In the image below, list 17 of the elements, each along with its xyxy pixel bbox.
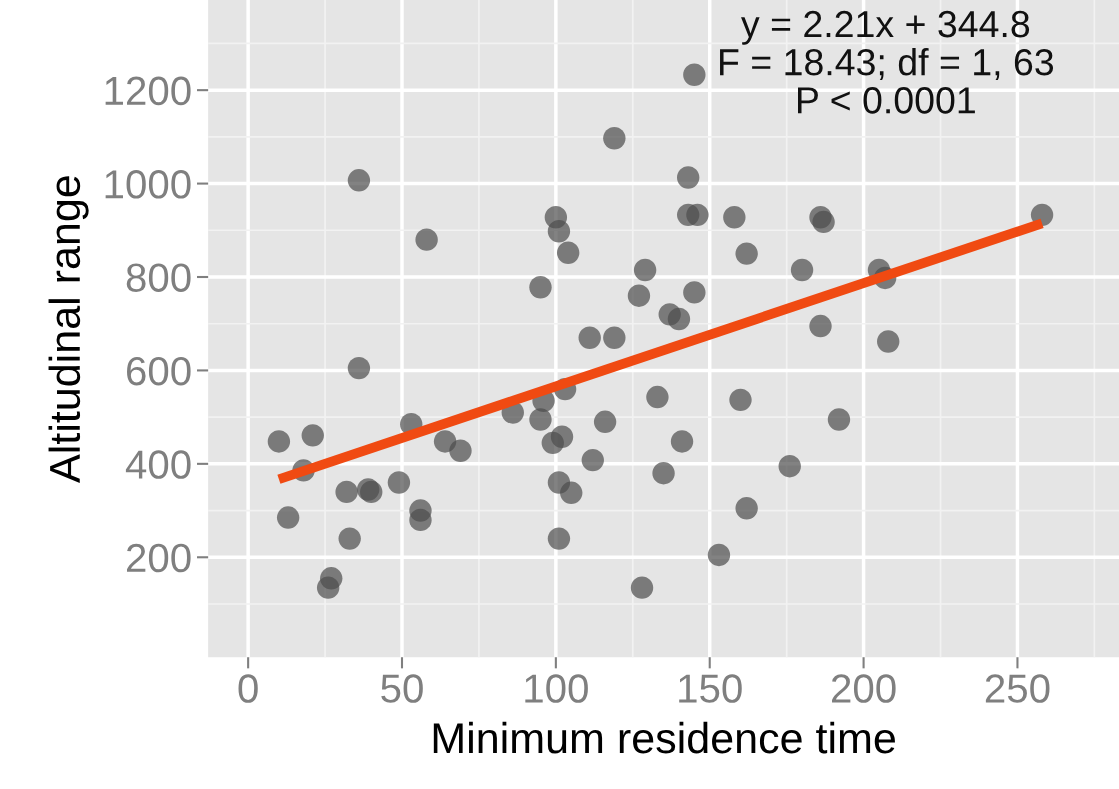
- annotation: y = 2.21x + 344.8: [741, 10, 1030, 45]
- annotation: F = 18.43; df = 1, 63: [720, 47, 1054, 80]
- y-tick-label: 800: [126, 263, 191, 292]
- annotation: P < 0.0001: [798, 87, 975, 114]
- y-axis-title: Altitudinal range: [48, 176, 89, 483]
- y-tick-label: 1000: [105, 170, 191, 199]
- x-tick-label: 0: [238, 674, 258, 703]
- x-tick-label: 50: [381, 674, 423, 703]
- x-tick-label: 200: [832, 674, 896, 703]
- y-tick-label: 1200: [105, 76, 191, 106]
- y-tick-label: 600: [127, 356, 191, 386]
- y-tick-label: 400: [125, 450, 191, 479]
- x-tick-label: 100: [525, 674, 588, 703]
- x-tick-label: 250: [985, 674, 1050, 703]
- x-tick-label: 150: [679, 674, 742, 703]
- x-axis-title: Minimum residence time: [433, 721, 895, 754]
- y-tick-label: 200: [126, 543, 191, 573]
